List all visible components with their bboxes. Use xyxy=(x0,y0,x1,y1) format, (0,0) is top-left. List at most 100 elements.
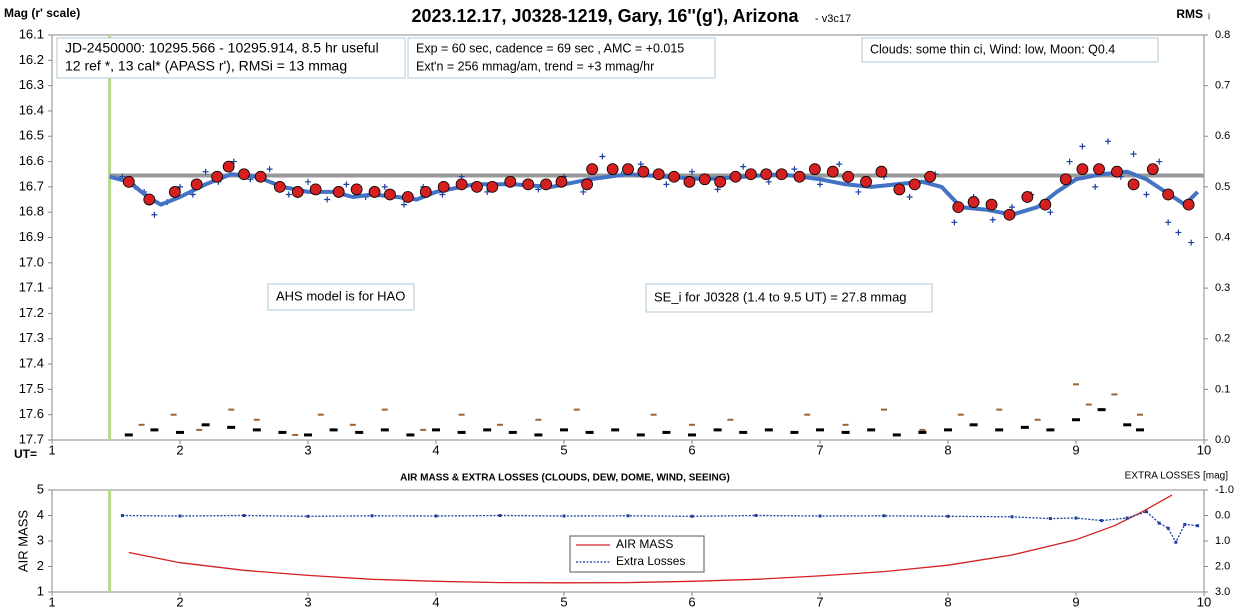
point xyxy=(349,423,356,426)
point xyxy=(370,514,374,518)
y2-tick-label: 1.0 xyxy=(1215,535,1230,547)
point xyxy=(120,514,124,517)
point xyxy=(808,163,821,176)
series-line xyxy=(128,494,1173,584)
point xyxy=(683,175,696,188)
point xyxy=(985,198,998,211)
point xyxy=(1111,393,1118,396)
point xyxy=(729,170,742,183)
y-tick-label: 4 xyxy=(37,507,44,522)
point xyxy=(793,170,806,183)
point xyxy=(305,178,311,185)
point xyxy=(178,514,182,518)
y2-tick-label: 0.3 xyxy=(1215,282,1230,294)
point xyxy=(1130,150,1137,157)
x-tick-label: 5 xyxy=(560,594,567,609)
point xyxy=(1123,423,1132,427)
x-tick-label: 2 xyxy=(176,442,183,457)
point xyxy=(855,188,862,195)
point xyxy=(586,163,599,176)
y-tick-label: 17.2 xyxy=(19,305,44,320)
y-tick-label: 17.5 xyxy=(19,381,44,396)
annotation-text: AHS model is for HAO xyxy=(276,288,405,303)
x-tick-label: 4 xyxy=(432,442,439,457)
y-tick-label: 5 xyxy=(37,481,44,496)
point xyxy=(176,430,184,434)
annotation-text: Ext'n = 256 mmag/am, trend = +3 mmag/hr xyxy=(416,59,654,73)
point xyxy=(555,175,568,188)
point xyxy=(292,433,299,436)
chart-subtitle: - v3c17 xyxy=(815,13,851,25)
point xyxy=(636,433,645,437)
y-tick-label: 16.4 xyxy=(19,102,44,117)
y-tick-label: 16.5 xyxy=(19,128,44,143)
point xyxy=(304,433,312,437)
point xyxy=(662,430,671,434)
point xyxy=(1009,204,1015,211)
point xyxy=(498,514,502,517)
annotation-box xyxy=(267,283,415,311)
point xyxy=(317,413,324,416)
point xyxy=(242,514,246,517)
point xyxy=(906,194,913,200)
point xyxy=(951,219,958,226)
point xyxy=(1076,163,1089,176)
point xyxy=(230,158,237,165)
point xyxy=(791,166,798,173)
legend-box xyxy=(569,535,705,573)
point xyxy=(650,413,657,416)
point xyxy=(1143,191,1150,198)
point xyxy=(329,428,338,432)
point xyxy=(278,430,287,434)
point xyxy=(918,430,927,434)
point xyxy=(291,186,304,198)
point xyxy=(946,514,950,518)
point xyxy=(804,413,811,416)
point xyxy=(764,428,773,432)
point xyxy=(508,430,517,434)
point xyxy=(740,163,747,170)
point xyxy=(1136,428,1144,432)
point xyxy=(622,163,634,176)
point xyxy=(826,165,839,178)
point xyxy=(1003,208,1016,221)
y2-tick-label: 0.2 xyxy=(1215,333,1230,345)
point xyxy=(401,201,407,208)
point xyxy=(1165,219,1172,226)
point xyxy=(739,430,748,434)
point xyxy=(562,514,566,518)
point xyxy=(668,170,680,183)
point xyxy=(432,428,440,432)
y-tick-label: 17.3 xyxy=(19,330,44,345)
point xyxy=(504,175,517,188)
y-tick-label: 17.4 xyxy=(19,356,44,371)
point xyxy=(1162,188,1175,201)
point xyxy=(1127,178,1140,191)
point xyxy=(919,428,926,431)
point xyxy=(434,514,438,518)
point xyxy=(227,425,236,429)
point xyxy=(168,186,181,198)
point xyxy=(637,165,650,178)
point xyxy=(1196,524,1200,528)
x-tick-label: 7 xyxy=(816,442,823,457)
x-tick-label: 9 xyxy=(1072,594,1079,609)
point xyxy=(252,428,261,432)
point xyxy=(355,430,364,434)
point xyxy=(867,428,876,432)
point xyxy=(535,418,542,421)
annotation-text: SE_i for J0328 (1.4 to 9.5 UT) = 27.8 mm… xyxy=(654,289,907,304)
point xyxy=(688,433,696,437)
point xyxy=(881,408,887,411)
y-tick-label: 17.1 xyxy=(19,280,44,295)
point xyxy=(860,175,872,188)
point xyxy=(384,188,396,201)
chart-title: 2023.12.17, J0328-1219, Gary, 16''(g'), … xyxy=(411,6,799,26)
y-tick-label: 3 xyxy=(37,532,44,547)
point xyxy=(760,168,773,181)
annotation-text: Exp = 60 sec, cadence = 69 sec , AMC = +… xyxy=(416,41,684,55)
point xyxy=(1183,522,1187,526)
point xyxy=(1137,413,1143,416)
point xyxy=(816,428,824,432)
